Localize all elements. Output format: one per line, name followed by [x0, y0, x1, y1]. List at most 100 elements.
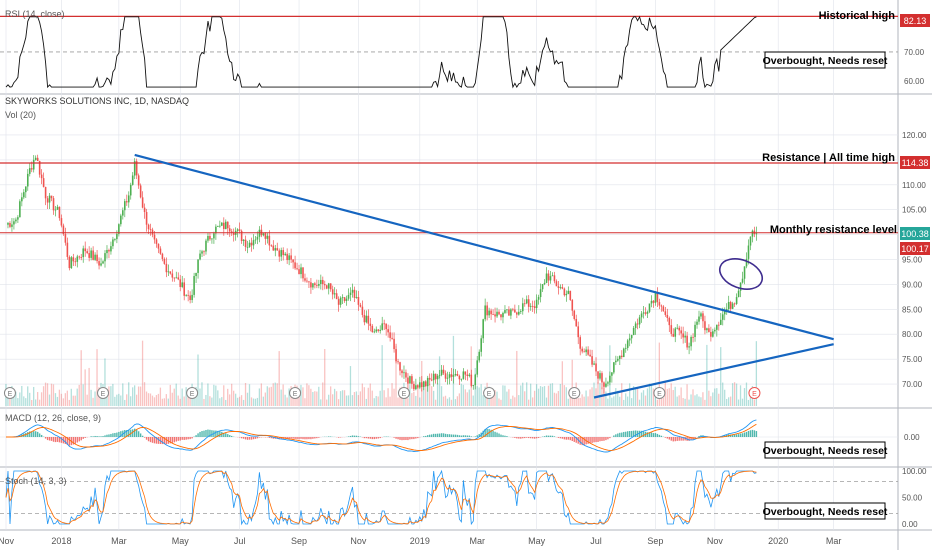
- candle-body: [728, 302, 730, 309]
- candle-body: [680, 330, 682, 333]
- candle-body: [73, 257, 75, 261]
- candle-body: [720, 320, 722, 325]
- macd-histogram-bar: [187, 437, 188, 439]
- volume-bar: [126, 394, 127, 406]
- volume-bar: [304, 398, 305, 406]
- candle-body: [736, 297, 738, 304]
- candle-body: [201, 251, 203, 253]
- candle-body: [221, 223, 223, 226]
- candle-body: [411, 376, 413, 384]
- resistance-badge-text: 114.38: [902, 158, 929, 168]
- macd-histogram-bar: [354, 436, 355, 437]
- annotation-historical-high: Historical high: [819, 10, 896, 22]
- macd-histogram-bar: [562, 437, 563, 439]
- candle-body: [449, 374, 451, 378]
- candle-body: [94, 255, 96, 260]
- volume-bar: [508, 389, 509, 406]
- macd-histogram-bar: [41, 435, 42, 437]
- volume-bar: [316, 392, 317, 406]
- volume-bar: [538, 389, 539, 406]
- price-tick-label: 105.00: [902, 206, 927, 215]
- macd-histogram-bar: [744, 433, 745, 437]
- volume-bar: [583, 397, 584, 406]
- macd-histogram-bar: [651, 433, 652, 437]
- candle-body: [746, 259, 748, 266]
- volume-bar: [144, 382, 145, 406]
- macd-histogram-bar: [617, 434, 618, 437]
- candle-body: [104, 253, 106, 261]
- macd-histogram-bar: [257, 437, 258, 438]
- volume-bar: [83, 384, 84, 406]
- macd-histogram-bar: [185, 437, 186, 440]
- volume-bar: [655, 397, 656, 406]
- macd-histogram-bar: [564, 437, 565, 439]
- candle-body: [364, 315, 366, 322]
- volume-bar: [413, 392, 414, 406]
- candle-body: [609, 376, 611, 383]
- volume-bar: [348, 395, 349, 406]
- macd-histogram-bar: [625, 432, 626, 437]
- candle-body: [657, 293, 659, 302]
- candle-body: [694, 325, 696, 337]
- candle-body: [423, 381, 425, 387]
- macd-histogram-bar: [189, 437, 190, 439]
- volume-bar: [45, 383, 46, 406]
- candle-body: [189, 295, 191, 300]
- volume-bar: [41, 392, 42, 406]
- candle-body: [524, 303, 526, 304]
- candle-body: [716, 325, 718, 330]
- volume-bar: [53, 384, 54, 406]
- macd-histogram-bar: [51, 437, 52, 441]
- candle-body: [655, 293, 657, 303]
- volume-bar: [682, 398, 683, 406]
- price-tick-label: 75.00: [902, 355, 923, 364]
- macd-histogram-bar: [245, 437, 246, 439]
- candle-body: [459, 376, 461, 379]
- candle-body: [702, 313, 704, 321]
- macd-histogram-bar: [338, 437, 339, 438]
- volume-bar: [140, 387, 141, 406]
- candle-body: [486, 305, 488, 315]
- macd-histogram-bar: [255, 437, 256, 439]
- candle-body: [17, 217, 19, 219]
- macd-histogram-bar: [518, 437, 519, 439]
- candle-body: [492, 314, 494, 315]
- macd-histogram-bar: [219, 431, 220, 437]
- volume-bar: [736, 384, 737, 406]
- volume-bar: [667, 389, 668, 406]
- volume-bar: [716, 388, 717, 406]
- price-tick-label: 70.00: [902, 380, 923, 389]
- volume-bar: [43, 386, 44, 406]
- macd-histogram-bar: [35, 431, 36, 437]
- volume-bar: [669, 388, 670, 406]
- rsi-high-badge: 82.13: [900, 14, 930, 27]
- volume-bar: [451, 400, 452, 406]
- candle-body: [239, 229, 241, 231]
- macd-histogram-bar: [538, 437, 539, 438]
- volume-bar: [247, 393, 248, 406]
- candle-body: [504, 310, 506, 313]
- candle-body: [439, 375, 441, 376]
- volume-bar: [700, 397, 701, 406]
- earnings-marker-label: E: [572, 391, 577, 398]
- volume-bar: [69, 400, 70, 406]
- stoch-tick-label: 100.00: [902, 467, 927, 476]
- volume-bar: [738, 400, 739, 406]
- candle-body: [690, 337, 692, 346]
- volume-bar: [136, 395, 137, 406]
- macd-histogram-bar: [116, 433, 117, 437]
- candle-body: [61, 218, 63, 225]
- volume-bar: [168, 399, 169, 406]
- volume-bar: [17, 398, 18, 406]
- candle-body: [526, 299, 528, 303]
- volume-bar: [546, 398, 547, 406]
- monthly-badge: 100.38: [900, 227, 930, 240]
- candle-body: [298, 269, 300, 274]
- candle-body: [150, 229, 152, 230]
- macd-histogram-bar: [524, 437, 525, 438]
- volume-bar: [55, 393, 56, 406]
- volume-bar: [570, 397, 571, 406]
- volume-bar: [702, 392, 703, 406]
- macd-histogram-bar: [352, 435, 353, 437]
